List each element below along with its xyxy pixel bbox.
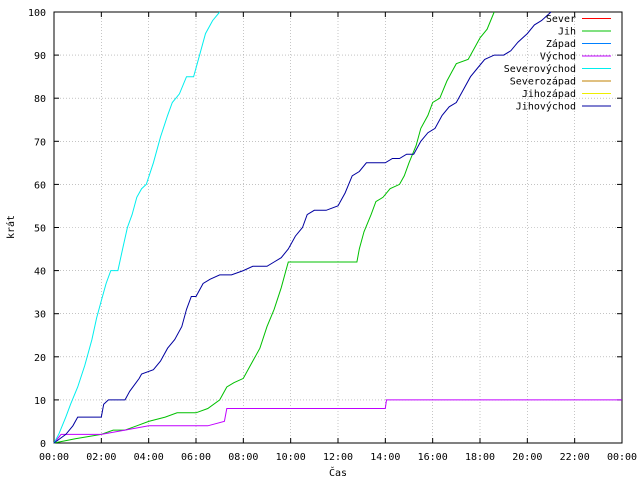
axis-ticks: 00:00 02:00 04:00 06:00 08:00 10:00 12:00 14:00… (28, 8, 637, 463)
series-line-5 (53, 11, 221, 444)
x-tick-label: 06:00 (181, 452, 211, 463)
legend-label: Západ (546, 38, 576, 50)
y-axis-label: krát (5, 215, 17, 239)
x-tick-label: 22:00 (560, 452, 590, 463)
y-tick-label: 30 (34, 310, 46, 321)
y-tick-label: 50 (34, 224, 46, 235)
legend-label: Jih (558, 27, 576, 38)
legend-label: Severozápad (510, 76, 576, 88)
x-tick-label: 04:00 (134, 452, 164, 463)
x-tick-label: 12:00 (323, 452, 353, 463)
series-line-2 (53, 11, 495, 444)
legend-label: Jihovýchod (516, 101, 576, 113)
y-tick-label: 80 (34, 94, 46, 105)
legend-label: Severovýchod (504, 63, 576, 75)
x-tick-label: 14:00 (370, 452, 400, 463)
x-axis-label: Čas (329, 466, 347, 479)
legend-label: Jihozápad (522, 88, 576, 100)
series-line-8 (53, 11, 552, 444)
x-tick-label: 02:00 (86, 452, 116, 463)
y-tick-label: 70 (34, 137, 46, 148)
y-tick-label: 40 (34, 267, 46, 278)
y-tick-label: 60 (34, 180, 46, 191)
x-tick-label: 00:00 (39, 452, 69, 463)
x-tick-label: 08:00 (228, 452, 258, 463)
legend-label: Sever (546, 14, 576, 25)
y-tick-label: 0 (40, 439, 46, 450)
x-tick-label: 18:00 (465, 452, 495, 463)
legend: Sever JihZápadVýchodSeverovýchodSeverozáp… (504, 14, 611, 113)
y-tick-label: 90 (34, 51, 46, 62)
legend-label: Východ (540, 51, 576, 63)
x-tick-label: 16:00 (418, 452, 448, 463)
x-tick-label: 20:00 (512, 452, 542, 463)
y-tick-label: 100 (28, 8, 46, 19)
y-tick-label: 20 (34, 353, 46, 364)
y-tick-label: 10 (34, 396, 46, 407)
x-tick-label: 10:00 (276, 452, 306, 463)
series-line-4 (53, 399, 622, 444)
series-lines (53, 11, 622, 444)
x-tick-label: 00:00 (607, 452, 637, 463)
